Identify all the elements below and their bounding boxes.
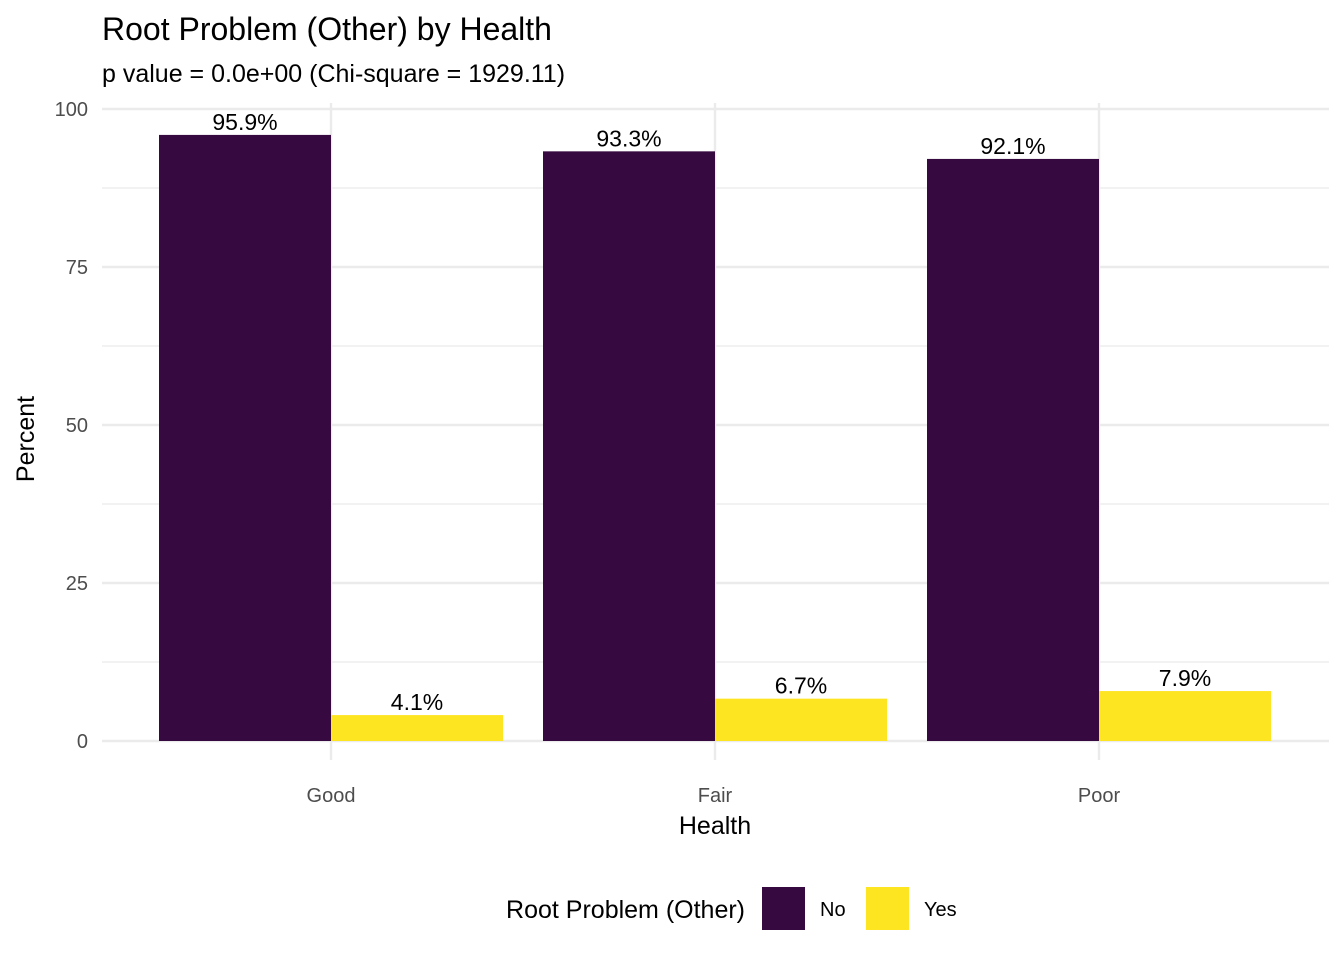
bar-value-label: 6.7% bbox=[775, 673, 827, 699]
x-tick-label: Good bbox=[307, 785, 356, 807]
bars bbox=[159, 134, 1271, 742]
x-axis-title: Health bbox=[679, 812, 751, 840]
x-tick-label: Fair bbox=[698, 785, 733, 807]
bar-yes-good bbox=[331, 715, 503, 741]
y-tick-label: 100 bbox=[55, 99, 88, 121]
legend-entries: No Yes bbox=[762, 887, 957, 930]
bar-no-fair bbox=[543, 151, 715, 741]
legend-label-no: No bbox=[820, 899, 846, 921]
legend-swatch-no bbox=[762, 887, 805, 930]
bar-value-label: 7.9% bbox=[1159, 665, 1211, 691]
bar-value-label: 92.1% bbox=[980, 133, 1045, 159]
bar-value-label: 95.9% bbox=[212, 109, 277, 135]
bar-no-good bbox=[159, 134, 331, 742]
chart-title: Root Problem (Other) by Health bbox=[102, 11, 552, 47]
legend-label-yes: Yes bbox=[924, 899, 957, 921]
legend-swatch-yes bbox=[866, 887, 909, 930]
legend-title: Root Problem (Other) bbox=[506, 896, 745, 924]
bar-no-poor bbox=[927, 158, 1099, 742]
x-tick-label: Poor bbox=[1078, 785, 1121, 807]
bar-value-label: 93.3% bbox=[596, 125, 661, 151]
y-axis-title: Percent bbox=[12, 396, 40, 482]
y-tick-label: 25 bbox=[66, 573, 88, 595]
bar-value-label: 4.1% bbox=[391, 689, 443, 715]
chart-subtitle: p value = 0.0e+00 (Chi-square = 1929.11) bbox=[102, 60, 565, 88]
legend: Root Problem (Other) No Yes bbox=[506, 887, 957, 930]
y-tick-label: 0 bbox=[77, 731, 88, 753]
y-tick-label: 75 bbox=[66, 257, 88, 279]
bar-value-labels: 95.9% 93.3% 92.1% 4.1% 6.7% 7.9% bbox=[212, 109, 1211, 715]
x-axis-tick-labels: Good Fair Poor bbox=[307, 785, 1121, 807]
bar-yes-fair bbox=[715, 698, 887, 741]
y-axis-tick-labels: 0 25 50 75 100 bbox=[55, 99, 88, 753]
bar-yes-poor bbox=[1099, 691, 1271, 741]
y-tick-label: 50 bbox=[66, 415, 88, 437]
